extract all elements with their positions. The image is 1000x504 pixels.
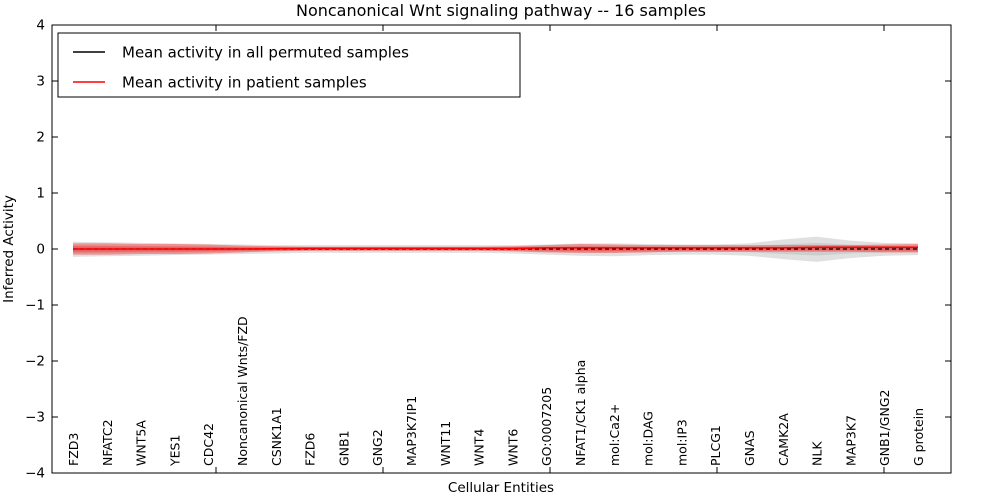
entity-label: WNT11 [438,421,453,466]
chart-title: Noncanonical Wnt signaling pathway -- 16… [296,1,706,20]
y-tick-label: −2 [25,354,45,370]
plot-area: 4 3 2 1 0 −1 −2 −3 −4 FZD3 NFATC2 WNT5A YES1 CDC42 Non… [25,18,952,482]
entity-label: CDC42 [201,423,216,466]
y-tick-label: −1 [25,298,45,314]
entity-label: mol:Ca2+ [607,404,622,466]
entity-label: MAP3K7 [843,415,858,466]
entity-label: WNT4 [472,429,487,466]
entity-label: WNT6 [505,429,520,466]
x-axis-label: Cellular Entities [448,480,554,496]
patient-mean-line [73,246,918,250]
legend-label: Mean activity in all permuted samples [122,44,409,62]
legend-label: Mean activity in patient samples [122,74,367,92]
legend-box [57,32,521,98]
entity-label: YES1 [167,435,182,467]
entity-label: NLK [810,441,825,466]
y-tick-label: 1 [36,186,45,202]
entity-label: MAP3K7IP1 [404,396,419,466]
y-tick-label: 3 [36,74,45,90]
entity-label: GNB1/GNG2 [877,390,892,466]
entity-label: CSNK1A1 [269,407,284,466]
y-tick-label: −3 [25,410,45,426]
entity-label: NFAT1/CK1 alpha [573,360,588,466]
entity-label: G protein [911,408,926,466]
entity-label: mol:IP3 [674,419,689,466]
entity-label: WNT5A [134,420,149,466]
entity-label: GNG2 [370,429,385,466]
y-tick-label: 2 [36,130,45,146]
y-tick-label: 0 [36,242,45,258]
entity-label: NFATC2 [100,419,115,466]
entity-label: FZD6 [303,433,318,466]
entity-label: PLCG1 [708,425,723,466]
y-tick-label: 4 [36,18,45,34]
y-axis-label: Inferred Activity [1,195,17,303]
entity-label: GO:0007205 [539,387,554,466]
entity-label: GNB1 [336,430,351,466]
entity-label: CAMK2A [776,413,791,466]
entity-label: FZD3 [66,433,81,466]
entity-label: Noncanonical Wnts/FZD [235,316,250,466]
entity-label: GNAS [742,430,757,466]
y-tick-label: −4 [25,466,45,482]
entity-label: mol:DAG [641,411,656,466]
